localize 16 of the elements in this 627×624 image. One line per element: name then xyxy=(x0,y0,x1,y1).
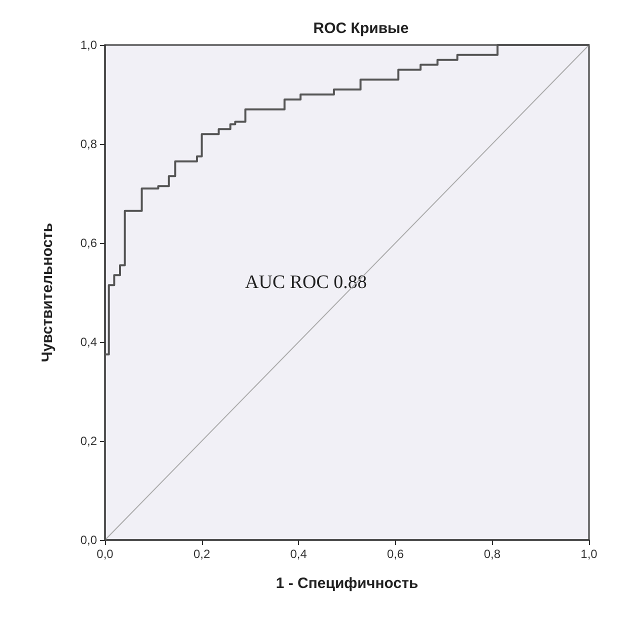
y-tick-label: 0,4 xyxy=(80,335,98,349)
x-tick-label: 0,0 xyxy=(96,547,114,561)
y-tick-label: 0,0 xyxy=(80,533,98,547)
y-tick-label: 1,0 xyxy=(80,38,98,52)
annotation: AUC ROC 0.88 xyxy=(245,272,367,293)
x-tick-label: 0,8 xyxy=(484,547,501,561)
y-tick-label: 0,6 xyxy=(80,236,98,250)
x-axis-title: 1 - Специфичность xyxy=(276,575,418,592)
y-axis-title: Чувствительность xyxy=(39,222,56,362)
y-tick-label: 0,8 xyxy=(80,137,98,151)
x-tick-label: 0,6 xyxy=(387,547,404,561)
x-tick-label: 1,0 xyxy=(580,547,598,561)
y-tick-label: 0,2 xyxy=(80,434,98,448)
x-tick-label: 0,2 xyxy=(193,547,210,561)
x-tick-label: 0,4 xyxy=(290,547,308,561)
chart-title: ROC Кривые xyxy=(313,20,409,37)
